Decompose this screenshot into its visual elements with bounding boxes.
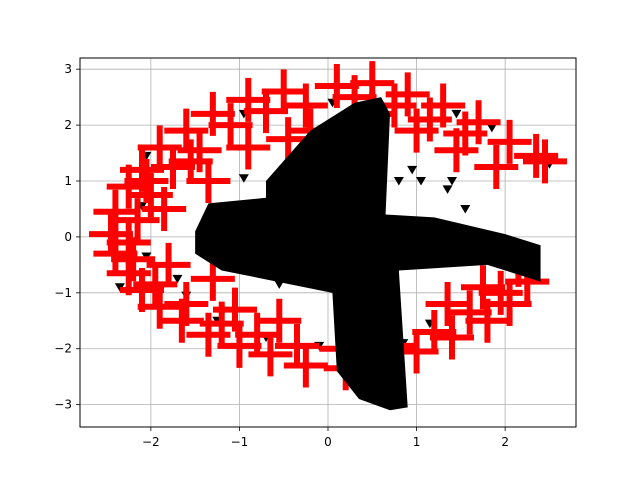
x-tick-label: 1 <box>413 435 421 449</box>
plus-point <box>164 282 209 326</box>
plus-point <box>213 287 257 332</box>
plus-point <box>394 108 439 153</box>
plot-area: −2 −1 0 1 2 −3 −2 −1 0 1 2 3 <box>54 57 577 449</box>
plus-point <box>275 323 319 368</box>
triangle-point <box>416 177 426 186</box>
plus-point <box>177 128 222 173</box>
plus-point <box>514 133 559 178</box>
x-tick-label: −1 <box>231 435 249 449</box>
triangle-point <box>393 177 404 186</box>
y-tick-label: 3 <box>64 62 72 76</box>
plus-point <box>266 117 311 162</box>
plus-point <box>478 270 523 315</box>
plus-point <box>226 125 271 170</box>
y-tick-label: 1 <box>64 174 72 188</box>
plus-point <box>235 312 280 357</box>
plus-point <box>283 343 328 388</box>
y-tick-label: −3 <box>54 398 72 412</box>
plus-point <box>447 290 492 335</box>
plus-point <box>93 189 138 234</box>
plus-point <box>115 198 160 243</box>
triangle-point <box>486 123 497 133</box>
plus-point <box>487 119 532 164</box>
plus-point <box>106 164 151 209</box>
y-tick-label: −2 <box>54 342 72 356</box>
plus-point <box>89 212 133 257</box>
y-tick-label: −1 <box>54 286 72 300</box>
plus-point <box>283 83 328 128</box>
plus-point <box>208 103 253 148</box>
plus-point <box>474 145 519 190</box>
plus-point <box>226 77 271 122</box>
plus-point <box>425 282 470 326</box>
plus-point <box>523 139 567 184</box>
plus-point <box>487 282 532 326</box>
triangle-point <box>114 283 125 292</box>
plus-point <box>124 159 169 203</box>
x-tick-label: 0 <box>324 435 332 449</box>
triangle-point <box>238 174 249 183</box>
triangle-point <box>442 185 453 194</box>
plus-point <box>461 265 505 310</box>
triangle-point <box>172 274 183 284</box>
x-tick-label: 2 <box>501 435 509 449</box>
triangle-point <box>460 204 471 214</box>
plus-point <box>168 139 213 184</box>
plus-point <box>434 128 479 173</box>
plus-point <box>257 298 302 343</box>
triangle-point <box>407 165 418 175</box>
plus-point <box>261 69 306 114</box>
triangle-point <box>451 109 462 119</box>
plus-point <box>430 315 474 360</box>
cluster-body <box>195 97 541 411</box>
plus-point <box>412 309 457 354</box>
plus-point <box>142 186 187 231</box>
plus-point <box>244 89 288 134</box>
tick-layer: −2 −1 0 1 2 −3 −2 −1 0 1 2 3 <box>54 62 509 449</box>
plus-point <box>465 298 510 343</box>
plus-point <box>217 323 262 368</box>
plus-point <box>146 242 191 287</box>
plus-point <box>190 91 235 136</box>
x-tick-label: −2 <box>142 435 160 449</box>
plus-point <box>151 145 195 190</box>
triangle-point <box>447 177 457 186</box>
plus-point <box>186 159 231 203</box>
y-tick-label: 0 <box>64 230 72 244</box>
plus-point <box>106 220 151 265</box>
y-tick-label: 2 <box>64 118 72 132</box>
